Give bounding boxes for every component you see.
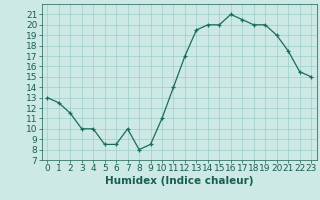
X-axis label: Humidex (Indice chaleur): Humidex (Indice chaleur) (105, 176, 253, 186)
